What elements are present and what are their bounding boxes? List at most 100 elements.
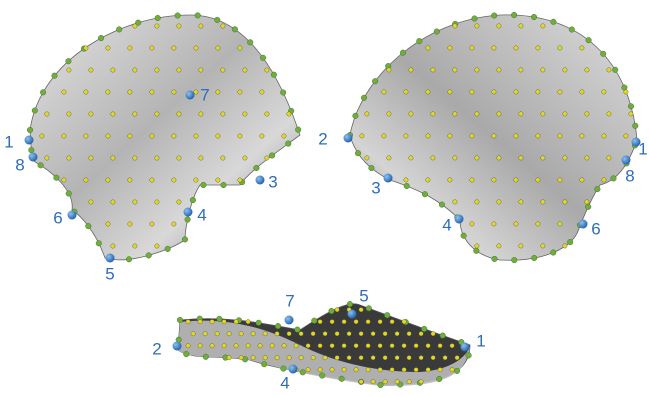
surface-semilandmark [299, 356, 303, 360]
surface-semilandmark [287, 356, 291, 360]
surface-semilandmark [475, 200, 479, 204]
surface-semilandmark [342, 320, 346, 324]
surface-semilandmark [106, 90, 110, 94]
surface-semilandmark [366, 320, 370, 324]
curve-semilandmark [300, 370, 306, 376]
curve-semilandmark [422, 191, 428, 197]
surface-semilandmark [306, 368, 310, 372]
surface-semilandmark [177, 24, 181, 28]
surface-semilandmark [221, 24, 225, 28]
surface-semilandmark [497, 244, 501, 248]
surface-semilandmark [106, 222, 110, 226]
surface-semilandmark [404, 178, 408, 182]
surface-semilandmark [519, 112, 523, 116]
surface-semilandmark [407, 332, 411, 336]
surface-semilandmark [426, 178, 430, 182]
curve-semilandmark [221, 182, 227, 188]
surface-semilandmark [497, 156, 501, 160]
surface-semilandmark [128, 46, 132, 50]
surface-semilandmark [497, 200, 501, 204]
surface-semilandmark [365, 112, 369, 116]
curve-semilandmark [355, 150, 361, 156]
landmark-point [173, 342, 182, 351]
surface-semilandmark [311, 356, 315, 360]
curve-semilandmark [461, 233, 467, 239]
curve-semilandmark [286, 141, 292, 147]
surface-semilandmark [378, 344, 382, 348]
surface-semilandmark [514, 134, 518, 138]
curve-semilandmark [281, 366, 287, 372]
curve-semilandmark [254, 165, 260, 171]
surface-semilandmark [541, 200, 545, 204]
surface-semilandmark [172, 222, 176, 226]
surface-semilandmark [287, 112, 291, 116]
surface-semilandmark [216, 134, 220, 138]
curve-semilandmark [195, 13, 201, 19]
surface-semilandmark [450, 344, 454, 348]
surface-semilandmark [354, 368, 358, 372]
landmark-point [68, 211, 77, 220]
surface-semilandmark [111, 156, 115, 160]
curve-semilandmark [329, 308, 335, 314]
curve-semilandmark [54, 175, 60, 181]
landmark-point [622, 156, 631, 165]
surface-semilandmark [194, 134, 198, 138]
curve-semilandmark [384, 312, 390, 318]
surface-semilandmark [251, 356, 255, 360]
surface-semilandmark [216, 46, 220, 50]
surface-semilandmark [111, 112, 115, 116]
surface-semilandmark [199, 156, 203, 160]
surface-semilandmark [541, 244, 545, 248]
curve-semilandmark [436, 376, 442, 382]
surface-semilandmark [519, 156, 523, 160]
surface-semilandmark [382, 90, 386, 94]
curve-semilandmark [347, 301, 353, 307]
curve-semilandmark [27, 127, 33, 133]
surface-semilandmark [354, 320, 358, 324]
landmark-label: 1 [638, 139, 647, 158]
curve-semilandmark [269, 153, 275, 159]
curve-semilandmark [551, 250, 557, 256]
surface-semilandmark [383, 356, 387, 360]
surface-semilandmark [453, 200, 457, 204]
surface-semilandmark [258, 344, 262, 348]
surface-semilandmark [133, 112, 137, 116]
surface-semilandmark [390, 344, 394, 348]
surface-semilandmark [155, 244, 159, 248]
surface-semilandmark [470, 222, 474, 226]
surface-semilandmark [111, 200, 115, 204]
surface-semilandmark [536, 46, 540, 50]
surface-semilandmark [438, 368, 442, 372]
surface-semilandmark [227, 356, 231, 360]
surface-semilandmark [470, 90, 474, 94]
surface-semilandmark [239, 332, 243, 336]
surface-semilandmark [419, 380, 423, 384]
curve-semilandmark [339, 376, 345, 382]
surface-semilandmark [404, 90, 408, 94]
surface-semilandmark [155, 156, 159, 160]
surface-semilandmark [514, 90, 518, 94]
landmark-label: 2 [318, 129, 327, 148]
surface-semilandmark [238, 178, 242, 182]
surface-semilandmark [580, 90, 584, 94]
curve-semilandmark [182, 237, 188, 243]
surface-semilandmark [335, 308, 339, 312]
landmark-label: 8 [625, 166, 634, 185]
surface-semilandmark [563, 112, 567, 116]
surface-semilandmark [128, 134, 132, 138]
surface-semilandmark [150, 46, 154, 50]
surface-semilandmark [194, 90, 198, 94]
surface-semilandmark [426, 368, 430, 372]
surface-semilandmark [404, 134, 408, 138]
surface-semilandmark [563, 200, 567, 204]
surface-semilandmark [335, 356, 339, 360]
surface-semilandmark [431, 332, 435, 336]
surface-semilandmark [89, 156, 93, 160]
landmark-point [25, 136, 34, 145]
surface-semilandmark [607, 68, 611, 72]
surface-semilandmark [536, 134, 540, 138]
curve-semilandmark [531, 14, 537, 20]
surface-semilandmark [215, 332, 219, 336]
curve-semilandmark [126, 257, 132, 263]
curve-semilandmark [177, 317, 183, 323]
